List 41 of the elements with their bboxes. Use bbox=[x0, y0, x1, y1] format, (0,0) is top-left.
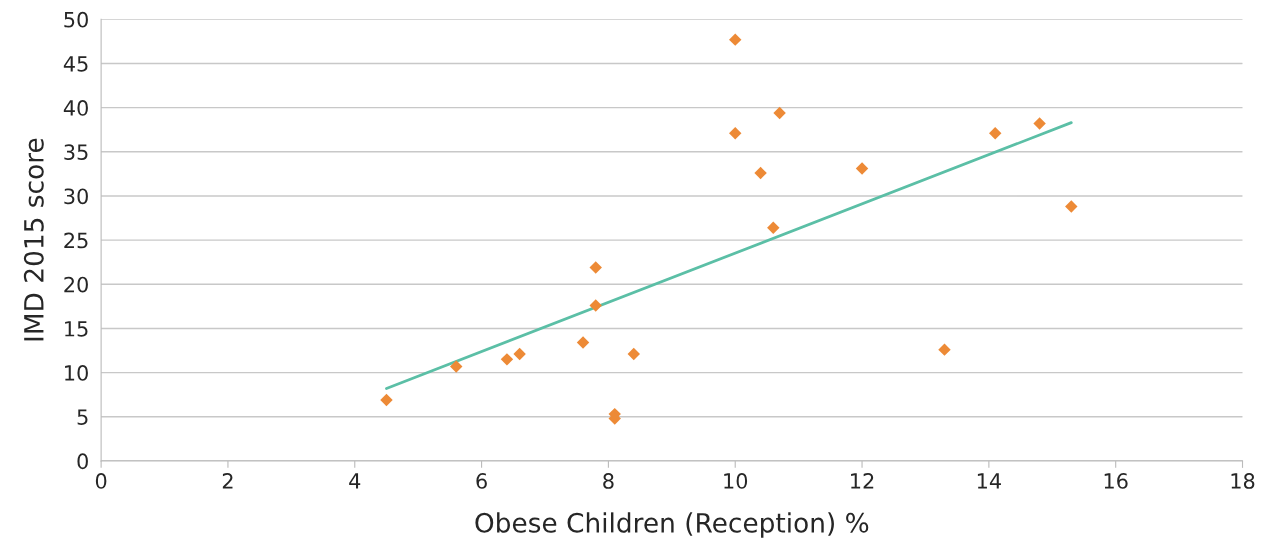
y-tick-label: 10 bbox=[65, 365, 88, 381]
point bbox=[589, 299, 602, 312]
point bbox=[500, 353, 514, 366]
y-tick-label: 35 bbox=[64, 144, 88, 161]
y-tick-label: 30 bbox=[64, 188, 88, 205]
x-tick-label: 0 bbox=[95, 473, 107, 489]
x-tick-label: 10 bbox=[724, 473, 748, 489]
point bbox=[380, 393, 393, 407]
x-tick-label: 18 bbox=[1231, 473, 1255, 489]
point bbox=[576, 336, 590, 349]
point bbox=[989, 127, 1002, 140]
y-axis-title: IMD 2015 score bbox=[23, 138, 44, 341]
x-tick-label: 8 bbox=[603, 473, 614, 489]
point bbox=[627, 347, 640, 361]
y-tick-label: 40 bbox=[63, 100, 88, 116]
y-tick-label: 15 bbox=[65, 321, 88, 337]
x-tick-label: 16 bbox=[1104, 473, 1128, 489]
point bbox=[855, 162, 869, 175]
point bbox=[729, 33, 742, 46]
y-tick-label: 5 bbox=[77, 409, 88, 425]
x-tick-label: 2 bbox=[222, 473, 233, 489]
y-tick-label: 20 bbox=[64, 276, 88, 293]
point bbox=[513, 347, 526, 361]
y-tick-label: 45 bbox=[63, 56, 88, 72]
point bbox=[589, 261, 602, 274]
x-tick-label: 4 bbox=[349, 473, 361, 489]
x-tick-label: 12 bbox=[851, 473, 874, 489]
point bbox=[754, 166, 767, 180]
point bbox=[773, 106, 786, 120]
y-tick-label: 25 bbox=[64, 232, 88, 249]
point bbox=[450, 360, 463, 373]
x-tick-label: 14 bbox=[977, 473, 1001, 489]
y-tick-label: 50 bbox=[64, 11, 88, 28]
point bbox=[729, 127, 742, 140]
x-axis-title: Obese Children (Reception) % bbox=[475, 512, 869, 538]
point bbox=[938, 343, 951, 356]
x-tick-label: 6 bbox=[476, 473, 487, 489]
point bbox=[1065, 200, 1078, 213]
y-tick-label: 0 bbox=[77, 453, 88, 470]
point bbox=[767, 221, 780, 234]
point bbox=[1033, 117, 1046, 130]
